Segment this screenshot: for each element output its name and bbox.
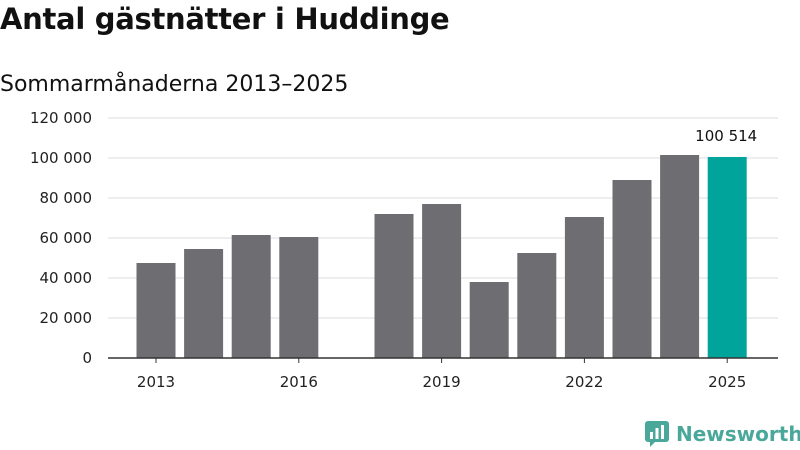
y-tick-label: 40 000 (40, 269, 93, 287)
x-tick-label: 2022 (565, 373, 603, 391)
newsworthy-logo-icon (645, 421, 669, 447)
data-label: 100 514 (695, 127, 757, 145)
x-tick-label: 2019 (423, 373, 461, 391)
bar-2013 (136, 263, 176, 358)
bar-2015 (231, 235, 271, 358)
bar-2024 (660, 155, 700, 358)
y-tick-label: 20 000 (40, 309, 93, 327)
y-tick-label: 100 000 (30, 149, 92, 167)
y-tick-label: 60 000 (40, 229, 93, 247)
y-tick-label: 80 000 (40, 189, 93, 207)
y-tick-label: 0 (82, 349, 92, 367)
chart-title: Antal gästnätter i Huddinge (0, 2, 450, 36)
bar-2018 (374, 214, 414, 358)
bar-2014 (184, 249, 224, 358)
y-tick-label: 120 000 (30, 109, 92, 127)
chart-subtitle: Sommarmånaderna 2013–2025 (0, 72, 349, 97)
x-tick-label: 2016 (280, 373, 318, 391)
x-tick-label: 2013 (137, 373, 175, 391)
bar-2016 (279, 237, 319, 358)
brand-logo: Newsworthy (644, 420, 800, 448)
x-tick-label: 2025 (708, 373, 746, 391)
labels: 0 20 000 40 000 60 000 80 000 100 000 120 000 2… (30, 109, 757, 391)
axes (108, 357, 778, 363)
brand-name: Newsworthy (676, 422, 800, 446)
bar-2019 (422, 204, 462, 358)
bar-2025 (707, 156, 747, 358)
bar-2020 (469, 282, 509, 358)
bar-2023 (612, 180, 652, 358)
bar-2021 (517, 253, 557, 358)
bars (136, 155, 747, 358)
bar-2022 (564, 217, 604, 358)
